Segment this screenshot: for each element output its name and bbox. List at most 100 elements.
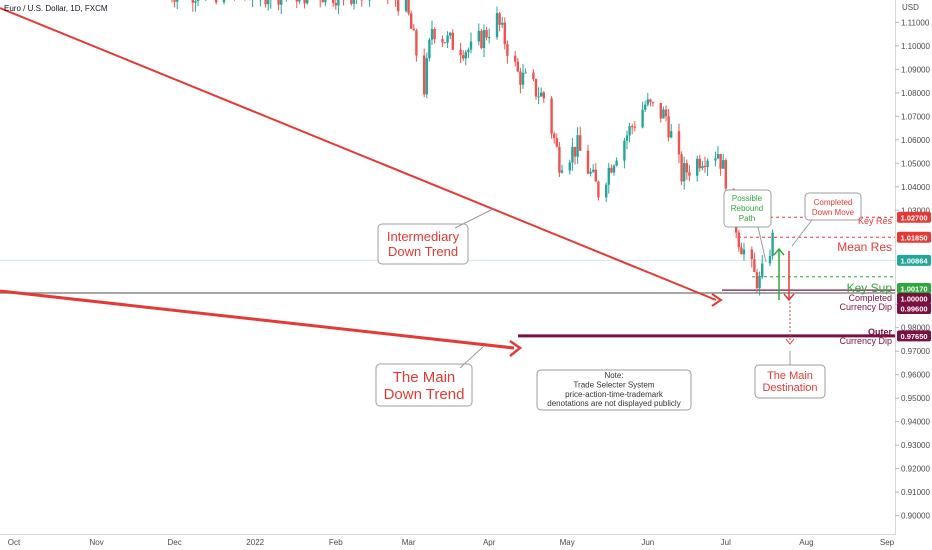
candle-body	[568, 162, 571, 171]
x-tick-label: Oct	[8, 538, 21, 547]
candle-body	[352, 0, 356, 4]
candle-body	[560, 170, 564, 173]
candle-body	[724, 160, 727, 189]
candle-body	[332, 0, 335, 4]
x-tick-label: May	[560, 538, 575, 547]
y-tick-label: 1.04000	[901, 183, 930, 192]
time-axis[interactable]: Oct Nov Dec 2022 Feb Mar Apr May Jun Jul Aug Sep	[8, 538, 895, 547]
level-tag-4-text: 0.99600	[900, 305, 927, 314]
candle-body	[753, 259, 756, 273]
candle-body	[443, 42, 447, 44]
completed-dip-label: Currency Dip	[839, 302, 892, 312]
completed-move-arrow-head	[783, 293, 795, 302]
candle-body	[586, 150, 590, 174]
candle-body	[446, 35, 449, 43]
candle-body	[685, 163, 688, 173]
level-tag-4-bg	[897, 303, 931, 314]
intermediary-callout-text: Down Trend	[388, 244, 458, 259]
x-tick-label: Aug	[799, 538, 813, 547]
candle-body	[501, 22, 504, 25]
candle-body	[706, 160, 709, 168]
candle-body	[698, 158, 701, 169]
candle-body	[571, 146, 574, 163]
candle-body	[688, 172, 691, 176]
candle-body	[477, 30, 480, 42]
candle-body	[194, 1, 197, 3]
candle-body	[540, 92, 543, 97]
y-tick-label: 0.95000	[901, 394, 930, 403]
x-tick-label: Sep	[880, 538, 895, 547]
candle-body	[532, 72, 535, 79]
candle-body	[298, 0, 301, 2]
note-text: price-action-time-trademark	[565, 390, 664, 399]
candle-body	[449, 32, 452, 36]
candle-body	[441, 39, 444, 43]
y-tick-label: 1.06000	[901, 136, 930, 145]
candle-body	[623, 140, 626, 161]
main-destination-callout-text: The Main	[767, 370, 813, 382]
candle-body	[542, 92, 545, 99]
y-tick-label: 1.05000	[901, 159, 930, 168]
candle-body	[761, 263, 764, 277]
candle-body	[485, 30, 488, 38]
candle-body	[742, 249, 746, 255]
level-tag-2-bg	[897, 283, 931, 294]
intermediary-trend-line	[0, 7, 717, 301]
y-tick-label: 1.07000	[901, 112, 930, 121]
note-box	[536, 369, 692, 411]
candle-body	[631, 126, 634, 128]
outer-dip-label: Outer	[868, 327, 893, 337]
y-tick-label: 1.10000	[901, 42, 930, 51]
candle-body	[771, 232, 774, 256]
candle-body	[664, 109, 668, 117]
mean-res-label: Mean Res	[837, 240, 892, 254]
y-tick-label: 1.11000	[901, 18, 930, 27]
x-tick-label: Jul	[721, 538, 731, 547]
x-tick-label: Dec	[167, 538, 181, 547]
candle-body	[410, 13, 413, 29]
candle-body	[555, 138, 558, 147]
candle-body	[670, 131, 673, 138]
candle-body	[703, 165, 707, 168]
candle-body	[607, 167, 610, 185]
candle-body	[576, 135, 579, 157]
candle-body	[519, 71, 522, 85]
candle-body	[750, 249, 753, 260]
main-destination-arrow-head	[785, 338, 795, 345]
candle-body	[521, 72, 525, 85]
candle-body	[324, 0, 327, 3]
candle-body	[662, 109, 665, 119]
candle-body	[428, 39, 431, 59]
candle-body	[597, 181, 600, 198]
y-tick-label: 0.90000	[901, 512, 930, 521]
chart-title: Euro / U.S. Dollar, 1D, FXCM	[4, 4, 108, 13]
rebound-callout-box	[723, 189, 772, 228]
y-tick-label: 0.94000	[901, 418, 930, 427]
candle-body	[550, 98, 553, 134]
completed-dip-label: Completed	[848, 293, 892, 303]
candle-body	[430, 28, 434, 40]
last-price-tag-bg	[897, 254, 931, 266]
x-tick-label: Jun	[641, 538, 654, 547]
candle-body	[469, 41, 473, 50]
candle-body	[696, 158, 699, 176]
candle-body	[683, 163, 686, 182]
level-tag-1-text: 1.01850	[900, 233, 927, 242]
candle-body	[737, 232, 740, 248]
candle-body	[506, 44, 509, 56]
candle-body	[677, 131, 681, 155]
y-tick-label: 1.09000	[901, 65, 930, 74]
candle-body	[667, 116, 670, 138]
candle-body	[176, 0, 179, 2]
candle-body	[503, 22, 506, 45]
candle-body	[464, 52, 467, 59]
candle-body	[334, 3, 337, 6]
candle-body	[594, 169, 597, 182]
rebound-callout-text: Path	[739, 214, 755, 223]
candle-body	[758, 276, 761, 289]
candle-body	[633, 126, 636, 128]
x-tick-label: 2022	[246, 538, 264, 547]
candle-body	[641, 109, 644, 128]
